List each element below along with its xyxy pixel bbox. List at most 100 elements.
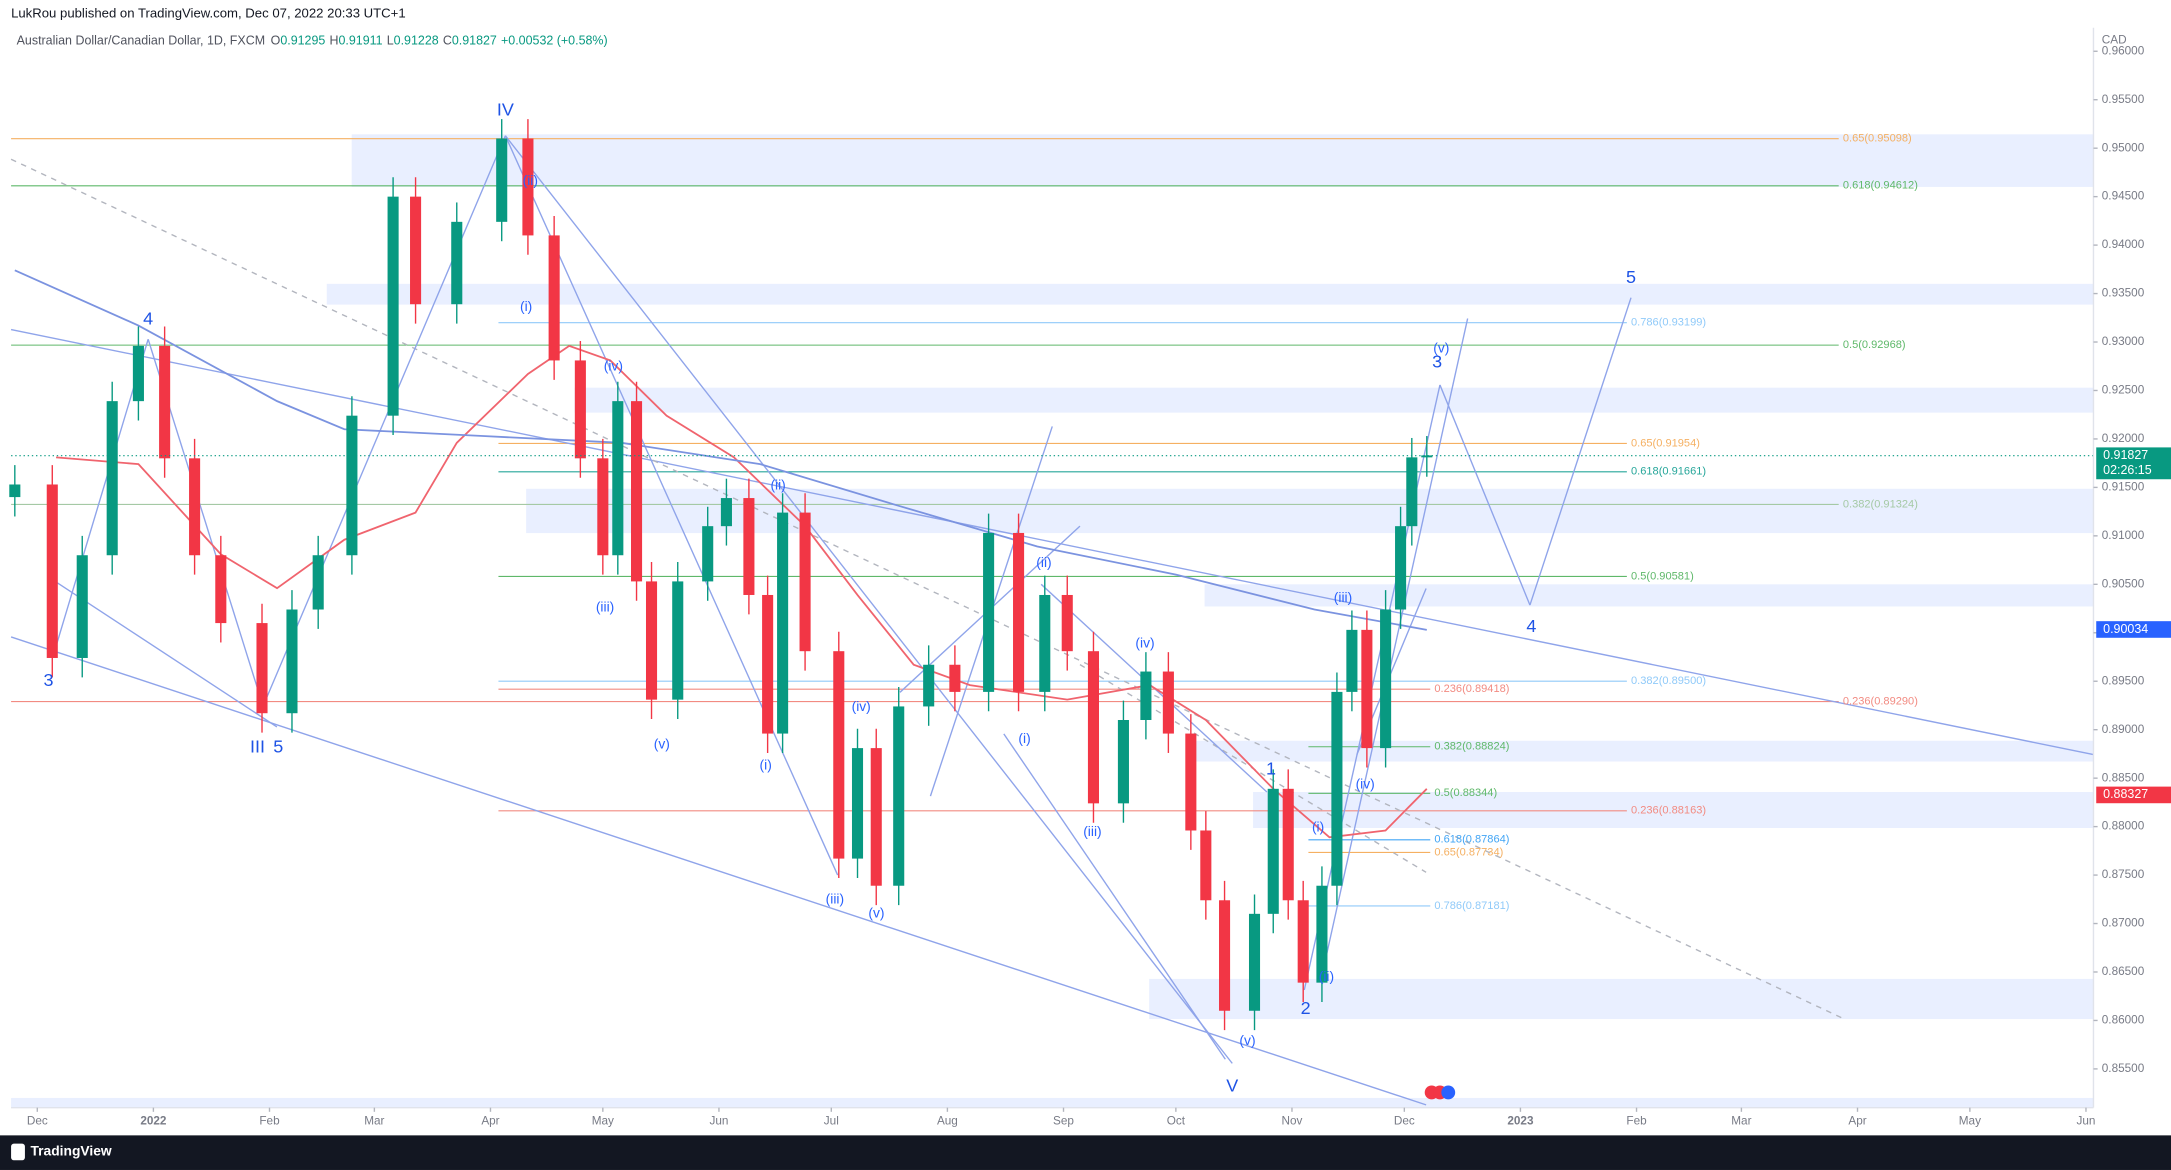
x-tick-label: Apr xyxy=(1848,1115,1866,1128)
candle-body xyxy=(1162,671,1174,734)
candle-body xyxy=(631,401,643,582)
candle-body xyxy=(870,748,882,886)
candle-body xyxy=(1395,526,1407,610)
x-tick-label: Nov xyxy=(1282,1115,1303,1128)
candle-body xyxy=(1117,720,1129,804)
candle-body xyxy=(159,345,171,459)
fib-label: 0.65(0.95098) xyxy=(1843,133,1912,145)
trend-line xyxy=(10,328,2094,756)
wave-label: (iv) xyxy=(604,358,623,374)
icon xyxy=(1441,1085,1456,1100)
candle-body xyxy=(9,484,21,498)
trend-line xyxy=(1325,318,1469,956)
labels: 0.65(0.95098) 0.618(0.94612) 0.786(0.93199… xyxy=(43,100,1917,1096)
price-label-box xyxy=(2096,447,2171,480)
y-tick-label: 0.94000 xyxy=(2102,238,2145,251)
x-tick-label: Feb xyxy=(1626,1115,1647,1128)
y-tick-label: 0.93000 xyxy=(2102,335,2145,348)
candle-body xyxy=(833,651,845,859)
trend-line xyxy=(1439,384,1531,606)
x-tick-label: Oct xyxy=(1167,1115,1186,1128)
trend-line xyxy=(1003,733,1226,1060)
ohlc-key: H xyxy=(329,34,338,48)
zone xyxy=(11,1097,2094,1108)
candle-body xyxy=(720,498,732,527)
trend-line xyxy=(262,135,507,707)
moving-average xyxy=(14,269,1427,631)
wave-label: (v) xyxy=(654,736,670,752)
wave-label: 5 xyxy=(273,736,283,756)
wave-label: (ii) xyxy=(770,477,785,493)
zones xyxy=(11,134,2094,1108)
y-tick-label: 0.91500 xyxy=(2102,481,2145,494)
candle-body xyxy=(1380,609,1392,749)
candle-body xyxy=(923,664,935,707)
fib-label: 0.236(0.89290) xyxy=(1843,696,1918,708)
candle-body xyxy=(1282,788,1294,901)
fib-label: 0.382(0.91324) xyxy=(1843,498,1918,510)
footer-bar xyxy=(0,1135,2171,1170)
candle-body xyxy=(387,196,399,416)
candle-body xyxy=(410,196,422,305)
wave-label: (iv) xyxy=(852,698,871,714)
fib-label: 0.618(0.94612) xyxy=(1843,180,1918,192)
zone xyxy=(526,488,2094,534)
x-tick-label: May xyxy=(592,1115,614,1128)
y-tick-label: 0.87500 xyxy=(2102,868,2145,881)
y-tick-label: 0.92000 xyxy=(2102,432,2145,445)
ohlc-key: O xyxy=(271,34,281,48)
wave-label: 3 xyxy=(1432,352,1442,372)
y-tick-label: 0.94500 xyxy=(2102,190,2145,203)
x-tick-label: Apr xyxy=(481,1115,499,1128)
candle-body xyxy=(1013,532,1025,692)
wave-label: (v) xyxy=(868,904,884,920)
wave-label: (iii) xyxy=(1083,823,1101,839)
candle-body xyxy=(672,581,684,700)
candle-body xyxy=(1219,900,1231,1011)
candle-body xyxy=(1061,594,1073,652)
x-tick-label: Mar xyxy=(364,1115,384,1128)
y-tick-label: 0.96000 xyxy=(2102,44,2145,57)
fib-label: 0.618(0.91661) xyxy=(1631,466,1706,478)
fib-label: 0.65(0.87734) xyxy=(1434,846,1503,858)
candle-body xyxy=(777,512,789,734)
candle-body xyxy=(851,748,864,859)
x-tick-label: Feb xyxy=(259,1115,280,1128)
x-tick-label: Jun xyxy=(2076,1115,2095,1128)
x-tick-label: Dec xyxy=(27,1115,48,1128)
fib-label: 0.65(0.91954) xyxy=(1631,437,1700,449)
trend-line xyxy=(55,580,278,728)
candle-body xyxy=(1346,629,1358,692)
wave-label: (iii) xyxy=(1334,589,1352,605)
x-tick-label: Sep xyxy=(1053,1115,1074,1128)
zone xyxy=(1149,978,2094,1020)
trend-line xyxy=(51,339,149,658)
wave-label: (i) xyxy=(520,298,532,314)
ma-label-box xyxy=(2096,786,2171,804)
candle-body xyxy=(743,498,755,595)
fib-label: 0.236(0.88163) xyxy=(1631,805,1706,817)
candle-body xyxy=(799,512,811,652)
price-label: 0.91827 xyxy=(2103,448,2148,462)
symbol-line: Australian Dollar/Canadian Dollar, 1D, F… xyxy=(17,34,608,48)
trend-line xyxy=(10,636,1427,1106)
candle-body xyxy=(215,555,227,624)
wave-label: (iii) xyxy=(596,599,614,615)
candle-body xyxy=(1267,788,1279,914)
candle-body xyxy=(46,484,58,658)
wave-label: (v) xyxy=(1239,1032,1255,1048)
drawings xyxy=(10,135,2094,1106)
x-tick-label: Jun xyxy=(709,1115,728,1128)
candle-body xyxy=(1297,900,1309,983)
wave-label: V xyxy=(1226,1076,1238,1096)
y-tick-label: 0.89500 xyxy=(2102,674,2145,687)
currency: CAD xyxy=(2102,33,2127,46)
candle-body xyxy=(1200,830,1212,901)
wave-label: 2 xyxy=(1301,998,1311,1018)
x-tick-label: May xyxy=(1959,1115,1981,1128)
wave-label: (iv) xyxy=(1356,776,1375,792)
trend-line xyxy=(504,135,1233,1064)
countdown: 02:26:15 xyxy=(2103,463,2152,477)
